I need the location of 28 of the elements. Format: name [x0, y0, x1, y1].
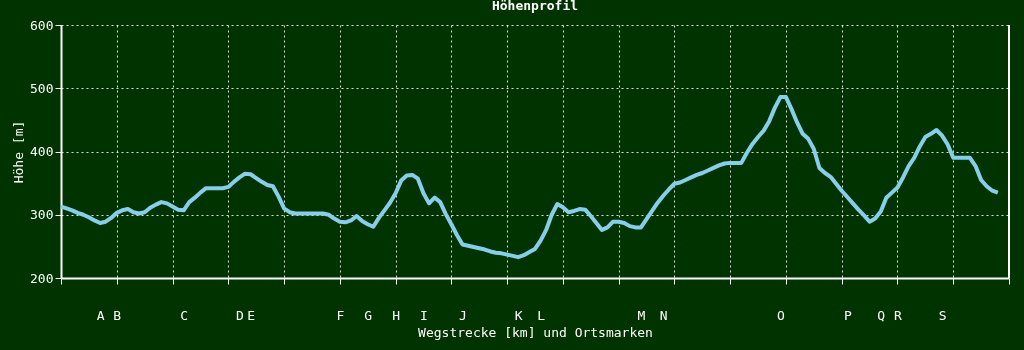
x-tick-label: K	[514, 307, 523, 323]
x-tick-label: G	[364, 307, 373, 323]
y-tick-label: 600	[30, 17, 54, 33]
y-tick-label: 500	[30, 80, 54, 96]
y-tick-label: 400	[30, 144, 54, 159]
x-tick-label: L	[537, 307, 546, 323]
x-axis-title: Wegstrecke [km] und Ortsmarken	[418, 324, 653, 340]
x-tick-label: I	[420, 307, 428, 323]
x-tick-label: B	[113, 307, 122, 323]
x-tick-label: P	[843, 307, 852, 323]
x-tick-label: N	[659, 307, 668, 323]
line-series	[59, 95, 1000, 260]
x-tick-label: O	[776, 307, 785, 323]
x-tick-label: M	[637, 307, 646, 323]
chart-title: Höhenprofil	[491, 0, 579, 13]
x-tick-label: D	[236, 307, 245, 323]
x-tick-label: J	[459, 307, 467, 323]
y-tick-label: 200	[30, 270, 54, 286]
x-tick-label: S	[938, 307, 947, 323]
x-tick-label: C	[180, 307, 189, 323]
y-tick-label: 300	[30, 207, 54, 223]
x-tick-label: E	[247, 307, 256, 323]
x-tick-label: A	[96, 307, 105, 323]
y-axis-title: Höhe [m]	[11, 120, 27, 184]
x-tick-label: H	[392, 307, 400, 323]
x-tick-label: F	[336, 307, 345, 323]
x-tick-label: R	[894, 307, 903, 323]
x-tick-label: Q	[877, 307, 886, 323]
